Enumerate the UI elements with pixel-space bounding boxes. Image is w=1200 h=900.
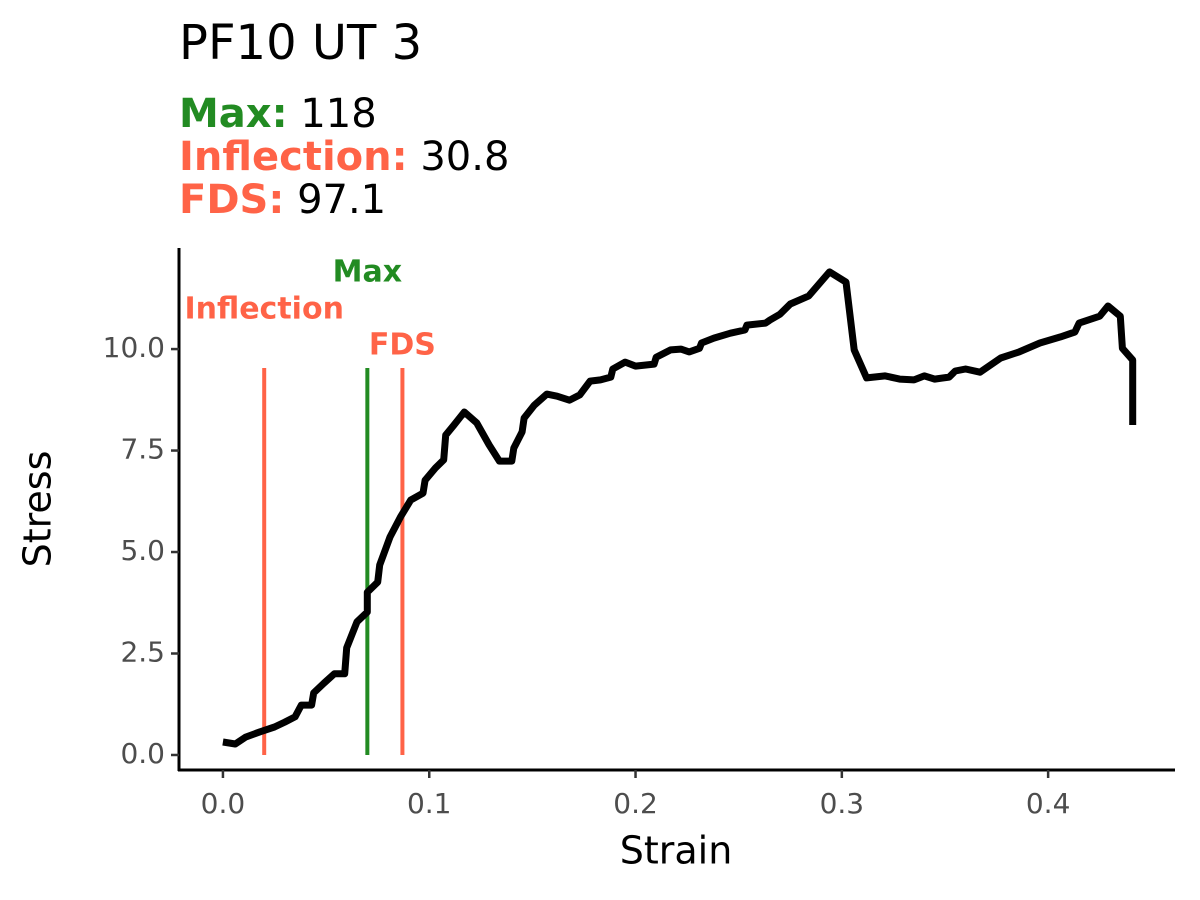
y-tick-label: 10.0 xyxy=(103,331,165,364)
reference-label: FDS xyxy=(369,328,436,363)
subtitle-label: Inflection: xyxy=(179,134,408,180)
data-line xyxy=(222,268,1137,748)
subtitle-line: FDS: 97.1 xyxy=(179,177,386,223)
x-tick-label: 0.1 xyxy=(407,787,452,820)
subtitle-value: 118 xyxy=(300,91,376,137)
x-tick-label: 0.0 xyxy=(201,787,246,820)
y-axis-title: Stress xyxy=(16,451,60,568)
subtitle-line: Max: 118 xyxy=(179,91,377,137)
subtitle-label: FDS: xyxy=(179,177,284,223)
x-axis-title: Strain xyxy=(620,829,733,873)
reference-label: Max xyxy=(333,255,402,290)
y-tick-label: 7.5 xyxy=(120,433,165,466)
chart-title: PF10 UT 3 xyxy=(179,15,422,71)
y-tick-label: 0.0 xyxy=(120,737,165,770)
subtitle-label: Max: xyxy=(179,91,288,137)
y-tick-label: 2.5 xyxy=(120,636,165,669)
y-tick-label: 5.0 xyxy=(120,534,165,567)
x-tick-label: 0.4 xyxy=(1026,787,1071,820)
subtitle-value: 97.1 xyxy=(297,177,386,223)
x-tick-label: 0.2 xyxy=(613,787,658,820)
x-tick-label: 0.3 xyxy=(820,787,865,820)
subtitle-line: Inflection: 30.8 xyxy=(179,134,509,180)
reference-label: Inflection xyxy=(184,292,343,327)
subtitle-value: 30.8 xyxy=(420,134,509,180)
